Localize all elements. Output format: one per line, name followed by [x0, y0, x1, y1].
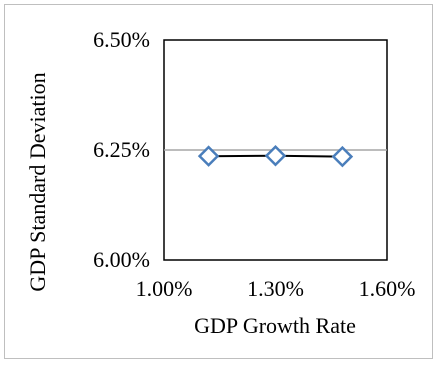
data-point-3 — [331, 145, 354, 168]
x-tick-label: 1.30% — [247, 276, 304, 301]
y-tick-labels: 6.50% 6.25% 6.00% — [93, 27, 150, 272]
y-axis-title: GDP Standard Deviation — [25, 72, 50, 291]
x-tick-label: 1.00% — [136, 276, 193, 301]
x-tick-label: 1.60% — [359, 276, 416, 301]
y-tick-label: 6.00% — [93, 247, 150, 272]
y-tick-label: 6.25% — [93, 137, 150, 162]
data-point-2 — [264, 144, 287, 167]
x-axis-title: GDP Growth Rate — [194, 313, 356, 338]
x-tick-labels: 1.00% 1.30% 1.60% — [136, 276, 416, 301]
data-point-1 — [197, 145, 220, 167]
y-tick-label: 6.50% — [93, 27, 150, 52]
markers-group — [197, 144, 354, 168]
